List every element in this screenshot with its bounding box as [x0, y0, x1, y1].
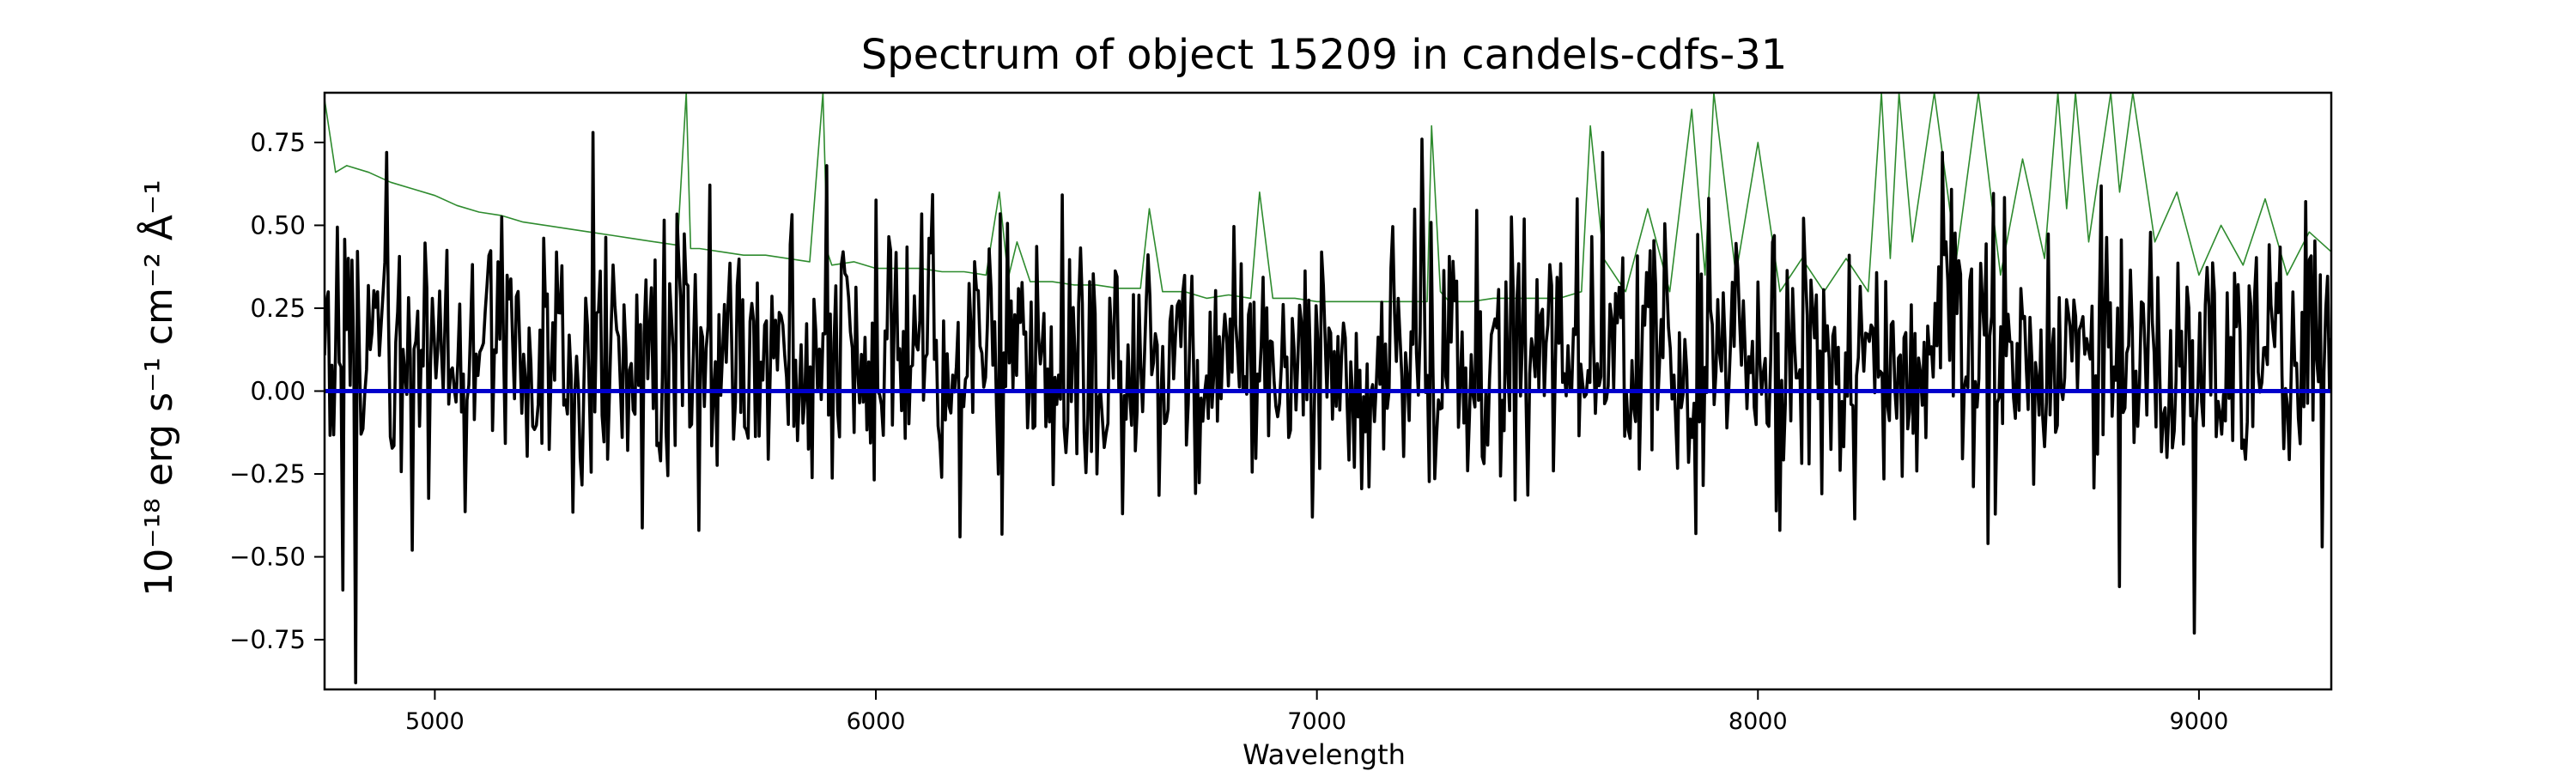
series-line-1	[325, 93, 2331, 303]
y-tick-label: −0.50	[229, 543, 306, 572]
series-line-2	[325, 131, 2331, 685]
x-tick-label: 7000	[1287, 708, 1346, 735]
x-tick-label: 8000	[1728, 708, 1788, 735]
y-tick-label: 0.75	[250, 128, 306, 157]
y-tick-label: 0.50	[250, 210, 306, 240]
y-axis-label: 10⁻¹⁸ erg s⁻¹ cm⁻² Å⁻¹	[136, 179, 181, 596]
x-tick-label: 9000	[2170, 708, 2229, 735]
y-axis: −0.75 −0.50 −0.25 0.00 0.25 0.50 0.75	[229, 128, 325, 654]
y-tick-label: −0.25	[229, 459, 306, 489]
plot-area	[323, 91, 2333, 691]
y-tick-label: −0.75	[229, 625, 306, 654]
y-tick-label: 0.25	[250, 294, 306, 323]
x-axis: 5000 6000 7000 8000 9000	[405, 689, 2228, 735]
chart-title: Spectrum of object 15209 in candels-cdfs…	[861, 31, 1788, 79]
y-tick-label: 0.00	[250, 377, 306, 406]
x-tick-label: 5000	[405, 708, 465, 735]
x-axis-label: Wavelength	[1242, 738, 1406, 771]
x-tick-label: 6000	[847, 708, 906, 735]
